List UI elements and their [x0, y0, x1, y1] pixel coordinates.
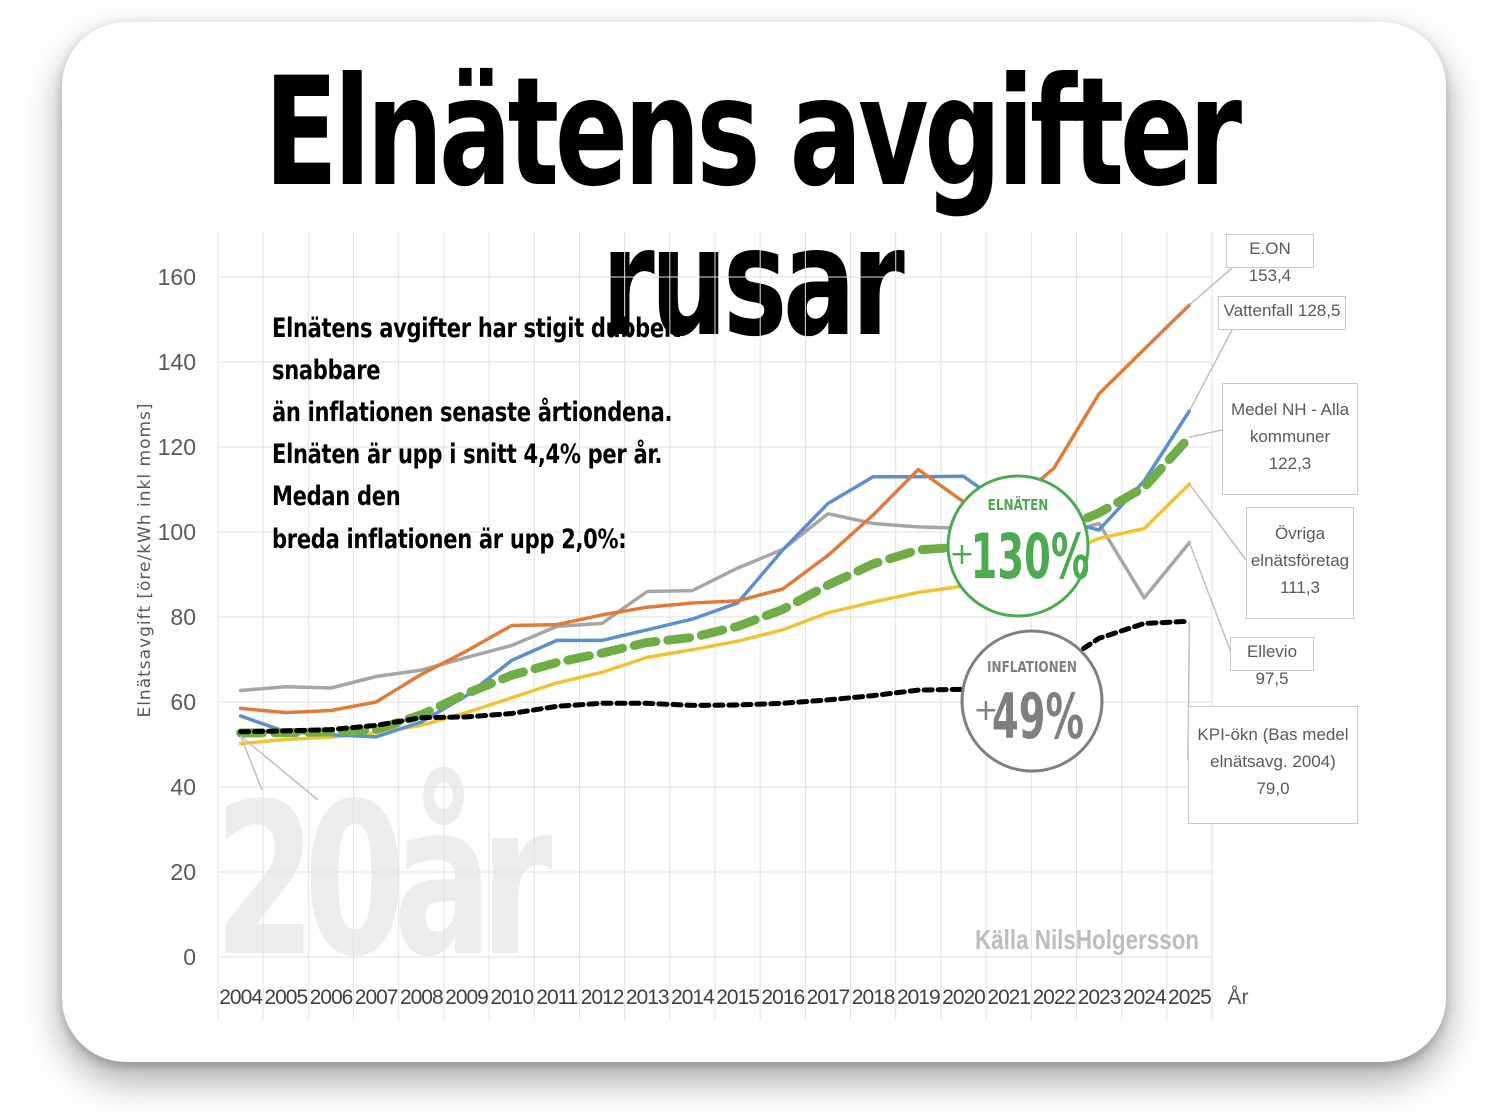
elnat-badge: ELNÄTEN + 130%	[946, 474, 1090, 618]
x-tick-label: 2021	[987, 986, 1030, 1009]
y-tick-label: 20	[170, 859, 196, 885]
leader-line-ellevio	[1188, 542, 1233, 656]
label-ovriga-line: elnätsföretag	[1250, 551, 1350, 571]
series-line-kpi	[238, 618, 1192, 735]
headline: Elnätens avgifter rusar	[264, 46, 1242, 370]
label-medel: Medel NH - Alla kommuner 122,3	[1222, 383, 1358, 495]
y-tick-label: 100	[158, 519, 196, 545]
label-ellevio: Ellevio 97,5	[1230, 637, 1314, 688]
label-ovriga-line: 111,3	[1279, 578, 1321, 598]
x-tick-label: 2019	[897, 986, 940, 1009]
inflation-badge: INFLATIONEN + 49%	[960, 629, 1104, 773]
x-tick-label: 2014	[671, 986, 715, 1009]
x-tick-label: 2018	[852, 986, 895, 1009]
card-background	[62, 22, 1446, 1062]
elnat-badge-plus: +	[949, 537, 974, 572]
annotation-line: Elnätens avgifter har stigit dubbelt sna…	[272, 313, 681, 387]
label-kpi-line: KPI-ökn (Bas medel	[1197, 725, 1349, 744]
x-tick-label: 2022	[1033, 986, 1076, 1009]
x-tick-label: 2006	[310, 986, 353, 1009]
y-tick-label: 60	[170, 689, 196, 715]
inflation-badge-value: 49%	[992, 682, 1084, 754]
x-tick-label: 2020	[942, 986, 985, 1009]
y-tick-label: 120	[158, 434, 196, 460]
x-tick-label: 2008	[400, 986, 443, 1009]
x-tick-label: 2009	[445, 986, 488, 1009]
x-tick-label: 2010	[490, 986, 533, 1009]
source-credit: Källa NilsHolgersson	[975, 924, 1200, 955]
x-tick-label: 2015	[716, 986, 759, 1009]
x-tick-label: 2011	[536, 986, 577, 1009]
leader-line-medel	[1189, 429, 1223, 438]
annotation-line: Elnäten är upp i snitt 4,4% per år. Meda…	[272, 439, 663, 513]
leader-line-start	[239, 735, 263, 791]
watermark-text: 20år	[214, 758, 552, 1003]
label-medel-line: Medel NH - Alla	[1230, 400, 1350, 419]
x-tick-label: 2005	[264, 986, 307, 1009]
leader-line-start	[240, 735, 319, 801]
x-tick-label: 2012	[581, 986, 624, 1009]
label-medel-line: kommuner	[1249, 427, 1331, 447]
label-leaders	[239, 267, 1247, 801]
annotation-text: Elnätens avgifter har stigit dubbelt sna…	[272, 308, 709, 561]
x-tick-label: 2025	[1168, 986, 1211, 1009]
label-kpi: KPI-ökn (Bas medel elnätsavg. 2004) 79,0	[1188, 706, 1358, 824]
annotation-line: breda inflationen är upp 2,0%:	[272, 523, 627, 555]
label-vattenfall-line: Vattenfall 128,5	[1223, 301, 1341, 320]
label-kpi-line: 79,0	[1256, 779, 1290, 799]
y-tick-label: 140	[158, 349, 196, 375]
inflation-badge-title: INFLATIONEN	[987, 659, 1077, 677]
y-axis-label: Elnätsavgift [öre/kWh inkl moms]	[135, 402, 155, 717]
label-medel-line: 122,3	[1268, 454, 1312, 474]
leader-line-ovriga	[1188, 483, 1247, 561]
label-ovriga: Övriga elnätsföretag 111,3	[1246, 507, 1354, 619]
annotation-line: än inflationen senaste årtiondena.	[272, 397, 673, 429]
x-tick-label: 2024	[1123, 986, 1167, 1009]
leader-line-vattenfall	[1188, 329, 1233, 412]
y-tick-label: 0	[183, 944, 196, 970]
x-axis-label: År	[1228, 986, 1249, 1009]
x-tick-label: 2023	[1078, 986, 1121, 1009]
y-tick-label: 160	[158, 264, 196, 290]
label-eon-line: E.ON 153,4	[1248, 239, 1292, 286]
label-vattenfall: Vattenfall 128,5	[1218, 296, 1346, 330]
label-kpi-line: elnätsavg. 2004)	[1210, 752, 1336, 772]
elnat-badge-value: 130%	[971, 522, 1090, 594]
x-tick-label: 2004	[219, 986, 263, 1009]
x-tick-label: 2013	[626, 986, 669, 1009]
label-eon: E.ON 153,4	[1226, 234, 1314, 285]
x-tick-label: 2007	[355, 986, 398, 1009]
inflation-badge-plus: +	[973, 693, 998, 728]
x-tick-label: 2016	[761, 986, 804, 1009]
elnat-badge-title: ELNÄTEN	[988, 496, 1049, 515]
leader-line-eon	[1188, 267, 1233, 306]
label-ovriga-line: Övriga	[1274, 524, 1326, 543]
label-ellevio-line: Ellevio 97,5	[1246, 642, 1298, 689]
x-tick-label: 2017	[807, 986, 850, 1009]
y-tick-label: 40	[170, 774, 196, 800]
y-tick-label: 80	[170, 604, 196, 630]
